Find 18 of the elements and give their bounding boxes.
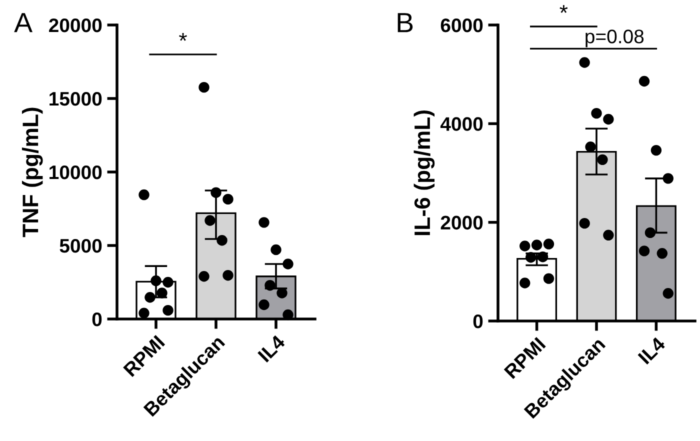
annotation: p=0.08 — [586, 30, 644, 48]
text: A — [14, 13, 33, 32]
y-tick-label: 5000 — [60, 238, 102, 253]
y-tick-label: 20000 — [49, 18, 102, 32]
y-tick-label: 15000 — [50, 92, 102, 106]
y-axis-title: TNF (pg/mL) — [22, 108, 43, 238]
x-tick-label: IL4 — [258, 334, 286, 362]
text: * — [560, 5, 568, 13]
y-tick-label: 6000 — [440, 18, 483, 32]
y-tick-label: 10000 — [50, 165, 102, 180]
y-tick-label: 0 — [92, 312, 102, 326]
y-tick-label: 2000 — [440, 216, 483, 230]
text: B — [398, 13, 413, 32]
y-tick-label: 0 — [473, 314, 483, 328]
x-tick-label: IL4 — [638, 336, 666, 364]
annotation: * — [179, 33, 187, 41]
y-axis-title: IL-6 (pg/mL) — [414, 110, 435, 236]
y-tick-label: 4000 — [440, 117, 483, 131]
